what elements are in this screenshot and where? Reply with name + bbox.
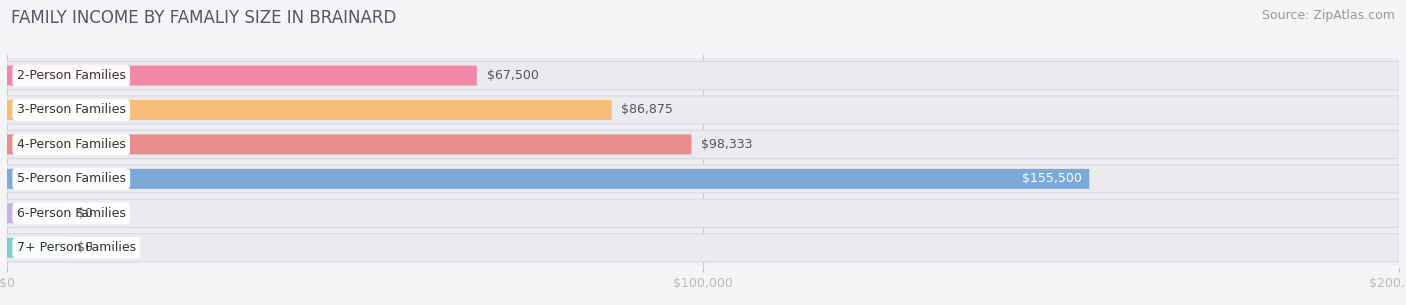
FancyBboxPatch shape [7,234,1399,262]
FancyBboxPatch shape [7,96,1399,124]
Text: 3-Person Families: 3-Person Families [17,103,125,117]
Text: $86,875: $86,875 [621,103,673,117]
FancyBboxPatch shape [7,66,477,85]
Bar [7,58,1399,93]
Bar [7,231,1399,265]
Text: $98,333: $98,333 [702,138,752,151]
FancyBboxPatch shape [7,135,692,154]
Bar [7,162,1399,196]
FancyBboxPatch shape [7,100,612,120]
Text: 7+ Person Families: 7+ Person Families [17,241,136,254]
FancyBboxPatch shape [7,130,1399,159]
Text: 2-Person Families: 2-Person Families [17,69,125,82]
Text: Source: ZipAtlas.com: Source: ZipAtlas.com [1261,9,1395,22]
Text: 4-Person Families: 4-Person Families [17,138,125,151]
FancyBboxPatch shape [7,203,66,223]
Text: $67,500: $67,500 [486,69,538,82]
Text: FAMILY INCOME BY FAMALIY SIZE IN BRAINARD: FAMILY INCOME BY FAMALIY SIZE IN BRAINAR… [11,9,396,27]
Text: $0: $0 [77,207,93,220]
Text: $155,500: $155,500 [1022,172,1083,185]
Bar [7,93,1399,127]
Text: 6-Person Families: 6-Person Families [17,207,125,220]
FancyBboxPatch shape [7,61,1399,90]
Bar [7,127,1399,162]
Text: $0: $0 [77,241,93,254]
FancyBboxPatch shape [7,238,66,258]
FancyBboxPatch shape [7,199,1399,228]
Text: 5-Person Families: 5-Person Families [17,172,125,185]
Bar [7,196,1399,231]
FancyBboxPatch shape [7,165,1399,193]
FancyBboxPatch shape [7,169,1090,189]
